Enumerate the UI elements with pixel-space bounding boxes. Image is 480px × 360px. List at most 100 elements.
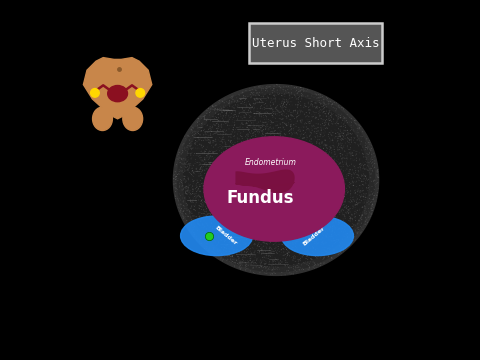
Point (355, 231, 363, 237)
Point (272, 162, 280, 168)
Text: Bladder: Bladder (214, 225, 238, 247)
Point (285, 215, 292, 220)
Point (191, 230, 199, 236)
Point (279, 246, 287, 251)
Point (370, 197, 377, 202)
Point (251, 114, 259, 120)
Point (214, 106, 222, 112)
Point (223, 159, 231, 165)
Point (238, 188, 246, 194)
Point (240, 109, 248, 115)
Point (260, 221, 267, 226)
Point (179, 148, 186, 153)
Point (273, 204, 280, 210)
Point (362, 136, 370, 142)
Point (245, 261, 253, 267)
Point (297, 85, 305, 90)
Point (300, 186, 308, 192)
Point (209, 156, 217, 162)
Point (302, 234, 310, 240)
Point (356, 164, 364, 170)
Point (266, 192, 274, 198)
Point (290, 108, 298, 113)
Point (337, 198, 345, 204)
Point (319, 152, 326, 157)
Point (224, 99, 231, 105)
Point (308, 167, 315, 173)
Point (320, 233, 327, 239)
Point (296, 125, 303, 131)
Point (312, 208, 319, 214)
Point (266, 174, 274, 180)
Point (296, 258, 304, 264)
Point (242, 182, 250, 188)
Point (300, 166, 307, 172)
Point (235, 213, 242, 219)
Point (350, 223, 358, 229)
Point (364, 174, 372, 180)
Point (309, 147, 316, 152)
Point (288, 194, 296, 200)
Point (349, 180, 357, 186)
Point (306, 169, 313, 175)
Point (219, 98, 227, 104)
Point (314, 186, 322, 192)
Point (281, 206, 289, 212)
Point (361, 162, 369, 168)
Point (335, 191, 343, 197)
Point (314, 253, 322, 259)
Point (239, 149, 247, 155)
Point (228, 145, 236, 151)
Point (253, 97, 261, 103)
Point (302, 183, 310, 188)
Point (192, 181, 200, 186)
Point (190, 125, 197, 131)
Point (194, 118, 202, 124)
Point (287, 220, 294, 225)
Point (243, 198, 251, 204)
Point (226, 216, 233, 221)
Point (240, 114, 248, 120)
Point (267, 250, 275, 256)
Point (279, 101, 287, 107)
Point (295, 113, 303, 118)
Point (264, 82, 272, 88)
Point (257, 111, 264, 116)
Point (288, 178, 296, 184)
Point (233, 231, 241, 237)
Point (331, 232, 339, 238)
Point (254, 91, 262, 96)
Point (205, 247, 213, 252)
Point (304, 256, 312, 262)
Point (252, 198, 260, 204)
Point (268, 150, 276, 156)
Point (194, 219, 202, 225)
Point (367, 204, 374, 210)
Point (290, 185, 298, 191)
Point (285, 249, 292, 255)
Point (204, 138, 212, 144)
Point (307, 129, 314, 135)
Point (338, 156, 346, 162)
Point (259, 93, 267, 99)
Point (308, 93, 316, 99)
Point (294, 173, 302, 179)
Point (202, 229, 209, 235)
Point (264, 220, 271, 226)
Point (286, 107, 293, 113)
Point (311, 224, 319, 230)
Point (292, 265, 300, 271)
Point (205, 198, 213, 203)
Point (279, 108, 287, 114)
Point (212, 142, 219, 148)
Point (254, 177, 262, 183)
Point (249, 203, 257, 209)
Point (293, 177, 301, 183)
Point (215, 198, 223, 204)
Point (279, 179, 287, 184)
Point (286, 193, 293, 199)
Point (207, 222, 215, 228)
Point (276, 145, 284, 151)
Point (319, 134, 327, 139)
Point (225, 218, 232, 224)
